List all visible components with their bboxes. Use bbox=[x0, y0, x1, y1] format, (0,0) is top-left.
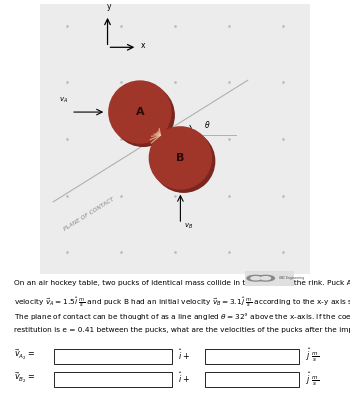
Text: A: A bbox=[135, 107, 144, 117]
Circle shape bbox=[109, 81, 171, 143]
Text: B: B bbox=[176, 153, 184, 163]
Text: The plane of contact can be thought of as a line angled $\theta = 32°$ above the: The plane of contact can be thought of a… bbox=[14, 311, 350, 322]
Text: $\theta$: $\theta$ bbox=[204, 119, 211, 130]
Text: PLANE OF CONTACT: PLANE OF CONTACT bbox=[62, 197, 115, 232]
Bar bbox=[54, 372, 172, 387]
Text: $v_B$: $v_B$ bbox=[184, 221, 194, 231]
Text: $\vec{v}_{A_2} =$: $\vec{v}_{A_2} =$ bbox=[14, 347, 35, 362]
Text: x: x bbox=[141, 42, 146, 50]
Text: $\hat{i}$ +: $\hat{i}$ + bbox=[178, 347, 191, 362]
Circle shape bbox=[112, 84, 174, 146]
Text: restitution is e = 0.41 between the pucks, what are the velocities of the pucks : restitution is e = 0.41 between the puck… bbox=[14, 327, 350, 333]
Circle shape bbox=[149, 127, 211, 189]
Text: $\vec{v}_{B_2} =$: $\vec{v}_{B_2} =$ bbox=[14, 371, 35, 385]
Circle shape bbox=[261, 276, 271, 280]
FancyBboxPatch shape bbox=[243, 271, 295, 286]
Text: $\hat{j}\ \frac{m}{s}$: $\hat{j}\ \frac{m}{s}$ bbox=[306, 371, 319, 388]
Text: velocity $\vec{v}_A = 1.5\hat{i}\ \frac{m}{s}$ and puck B had an initial velocit: velocity $\vec{v}_A = 1.5\hat{i}\ \frac{… bbox=[14, 296, 350, 309]
Circle shape bbox=[257, 275, 274, 281]
Text: $\hat{j}\ \frac{m}{s}$: $\hat{j}\ \frac{m}{s}$ bbox=[306, 347, 319, 364]
FancyBboxPatch shape bbox=[32, 0, 318, 282]
Text: UBC Engineering: UBC Engineering bbox=[279, 276, 304, 280]
Circle shape bbox=[251, 276, 261, 280]
Text: y: y bbox=[107, 2, 111, 11]
Bar bbox=[54, 349, 172, 364]
Circle shape bbox=[153, 130, 215, 192]
Text: On an air hockey table, two pucks of identical mass collide in the middle of the: On an air hockey table, two pucks of ide… bbox=[14, 280, 350, 286]
Bar bbox=[205, 372, 299, 387]
Bar bbox=[205, 349, 299, 364]
Text: $v_A$: $v_A$ bbox=[59, 96, 68, 105]
Text: $\hat{i}$ +: $\hat{i}$ + bbox=[178, 371, 191, 385]
Circle shape bbox=[247, 275, 265, 281]
